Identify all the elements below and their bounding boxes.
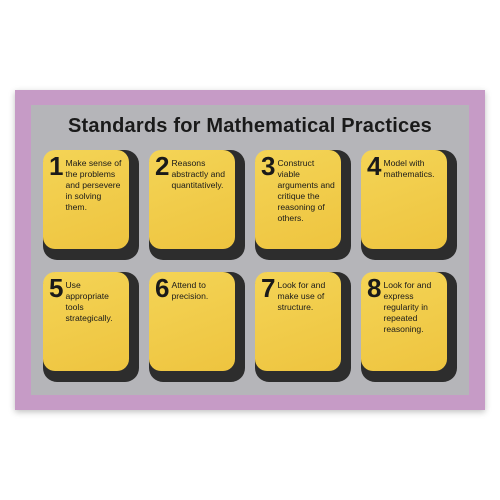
card-4: 4 Model with mathematics. [361, 150, 457, 260]
card-text: Look for and express regularity in repea… [383, 278, 441, 365]
card-front: 3 Construct viable arguments and critiqu… [255, 150, 341, 249]
card-number: 6 [155, 278, 169, 365]
card-number: 3 [261, 156, 275, 243]
card-front: 5 Use appropriate tools strategically. [43, 272, 129, 371]
card-text: Look for and make use of structure. [277, 278, 335, 365]
card-number: 2 [155, 156, 169, 243]
card-front: 1 Make sense of the problems and perseve… [43, 150, 129, 249]
card-3: 3 Construct viable arguments and critiqu… [255, 150, 351, 260]
card-text: Attend to precision. [171, 278, 229, 365]
card-text: Reasons abstractly and quantitatively. [171, 156, 229, 243]
card-text: Use appropriate tools strategically. [65, 278, 123, 365]
card-2: 2 Reasons abstractly and quantitatively. [149, 150, 245, 260]
card-front: 7 Look for and make use of structure. [255, 272, 341, 371]
card-text: Construct viable arguments and critique … [277, 156, 335, 243]
card-text: Make sense of the problems and persevere… [65, 156, 123, 243]
card-7: 7 Look for and make use of structure. [255, 272, 351, 382]
card-5: 5 Use appropriate tools strategically. [43, 272, 139, 382]
poster-inner: Standards for Mathematical Practices 1 M… [31, 105, 469, 395]
card-number: 8 [367, 278, 381, 365]
card-front: 8 Look for and express regularity in rep… [361, 272, 447, 371]
card-number: 7 [261, 278, 275, 365]
poster-title: Standards for Mathematical Practices [43, 115, 457, 138]
card-1: 1 Make sense of the problems and perseve… [43, 150, 139, 260]
card-8: 8 Look for and express regularity in rep… [361, 272, 457, 382]
poster-frame: Standards for Mathematical Practices 1 M… [15, 90, 485, 410]
card-number: 1 [49, 156, 63, 243]
card-text: Model with mathematics. [383, 156, 441, 243]
card-number: 5 [49, 278, 63, 365]
card-front: 6 Attend to precision. [149, 272, 235, 371]
card-number: 4 [367, 156, 381, 243]
card-6: 6 Attend to precision. [149, 272, 245, 382]
cards-grid: 1 Make sense of the problems and perseve… [43, 150, 457, 382]
card-front: 4 Model with mathematics. [361, 150, 447, 249]
card-front: 2 Reasons abstractly and quantitatively. [149, 150, 235, 249]
